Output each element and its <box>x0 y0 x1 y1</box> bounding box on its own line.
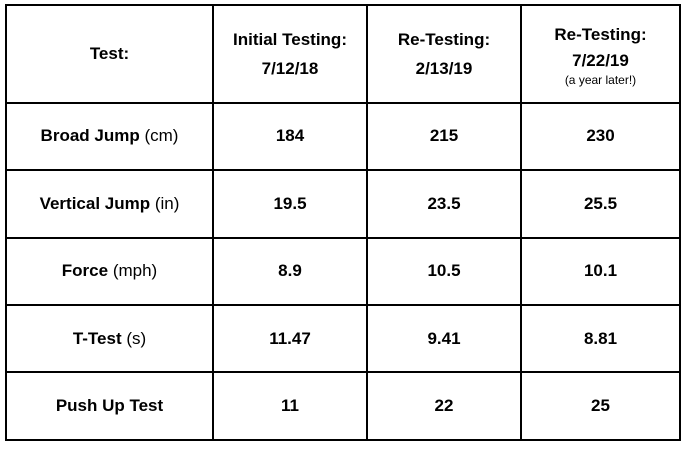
test-name: Force <box>61 261 109 281</box>
header-row: Test: Initial Testing: 7/12/18 Re-Testin… <box>5 4 681 104</box>
table-row: Force (mph) 8.9 10.5 10.1 <box>5 236 681 307</box>
value-retest-2: 8.81 <box>520 304 681 374</box>
header-retest1-label: Re-Testing: <box>397 29 491 49</box>
value-retest-2: 10.1 <box>520 236 681 307</box>
table-row: Vertical Jump (in) 19.5 23.5 25.5 <box>5 169 681 239</box>
fitness-results-table: Test: Initial Testing: 7/12/18 Re-Testin… <box>5 4 681 441</box>
table-row: T-Test (s) 11.47 9.41 8.81 <box>5 304 681 374</box>
table-row: Broad Jump (cm) 184 215 230 <box>5 101 681 172</box>
row-label-force: Force (mph) <box>5 236 214 307</box>
header-retesting-2: Re-Testing: 7/22/19 (a year later!) <box>520 4 681 104</box>
header-retesting-1: Re-Testing: 2/13/19 <box>366 4 522 104</box>
value-initial: 8.9 <box>212 236 368 307</box>
value-retest-2: 25 <box>520 371 681 441</box>
test-unit: (s) <box>126 328 147 348</box>
header-initial-label: Initial Testing: <box>233 29 347 49</box>
value-retest-2: 230 <box>520 101 681 172</box>
test-name: Vertical Jump <box>39 193 151 213</box>
value-initial: 184 <box>212 101 368 172</box>
header-retest2-note: (a year later!) <box>564 73 637 88</box>
value-retest-1: 10.5 <box>366 236 522 307</box>
table-row: Push Up Test 11 22 25 <box>5 371 681 441</box>
header-retest1-date: 2/13/19 <box>415 58 473 78</box>
test-name: T-Test <box>72 328 122 348</box>
value-retest-1: 9.41 <box>366 304 522 374</box>
header-retest2-label: Re-Testing: <box>554 25 647 45</box>
header-initial-date: 7/12/18 <box>261 58 319 78</box>
header-initial-testing: Initial Testing: 7/12/18 <box>212 4 368 104</box>
value-initial: 19.5 <box>212 169 368 239</box>
test-unit: (in) <box>154 193 180 213</box>
test-name: Push Up Test <box>55 396 164 416</box>
value-initial: 11 <box>212 371 368 441</box>
header-retest2-date: 7/22/19 <box>572 51 629 71</box>
row-label-t-test: T-Test (s) <box>5 304 214 374</box>
value-initial: 11.47 <box>212 304 368 374</box>
row-label-broad-jump: Broad Jump (cm) <box>5 101 214 172</box>
value-retest-1: 22 <box>366 371 522 441</box>
test-unit: (mph) <box>112 261 158 281</box>
row-label-push-up-test: Push Up Test <box>5 371 214 441</box>
row-label-vertical-jump: Vertical Jump (in) <box>5 169 214 239</box>
header-test: Test: <box>5 4 214 104</box>
test-name: Broad Jump <box>40 126 140 146</box>
value-retest-1: 215 <box>366 101 522 172</box>
test-unit: (cm) <box>144 126 179 146</box>
value-retest-2: 25.5 <box>520 169 681 239</box>
header-test-label: Test: <box>89 44 130 64</box>
value-retest-1: 23.5 <box>366 169 522 239</box>
